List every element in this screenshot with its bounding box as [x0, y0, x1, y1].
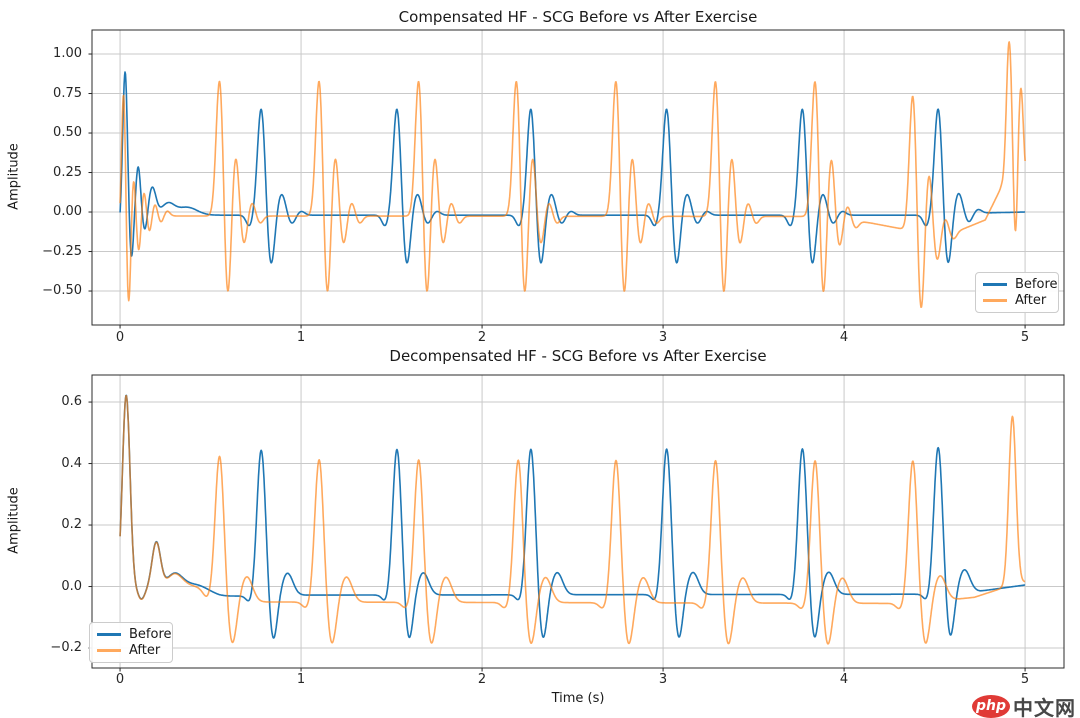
legend-entry-before: Before — [97, 627, 172, 643]
php-logo-badge: php — [972, 695, 1010, 718]
chart2-legend: Before After — [89, 622, 173, 663]
chart1-ytick: 1.00 — [53, 46, 82, 61]
chart2-ytick: −0.2 — [50, 640, 82, 655]
legend-entry-before: Before — [983, 277, 1058, 293]
chart1-title: Compensated HF - SCG Before vs After Exe… — [398, 8, 758, 26]
chart1-ytick: −0.50 — [42, 283, 82, 298]
chart1-y-axis-label: Amplitude — [6, 143, 22, 210]
chart2-xtick: 0 — [115, 672, 125, 687]
legend-label-after: After — [129, 642, 161, 658]
watermark-site-text: 中文网 — [1013, 696, 1076, 718]
after-line-swatch — [97, 648, 121, 652]
x-axis-label: Time (s) — [551, 691, 605, 706]
chart-2 — [88, 374, 1065, 672]
after-line-swatch — [983, 298, 1007, 302]
chart2-xtick: 5 — [1020, 672, 1030, 687]
before-line-swatch — [97, 633, 121, 637]
chart-1 — [88, 29, 1065, 329]
chart2-ytick: 0.6 — [61, 394, 82, 409]
chart2-xtick: 1 — [296, 672, 306, 687]
legend-label-before: Before — [129, 627, 172, 643]
chart1-ytick: 0.75 — [53, 86, 82, 101]
chart2-xtick: 4 — [839, 672, 849, 687]
chart1-xtick: 3 — [658, 330, 668, 345]
chart2-xtick: 3 — [658, 672, 668, 687]
chart2-title: Decompensated HF - SCG Before vs After E… — [389, 347, 767, 365]
chart1-xtick: 2 — [477, 330, 487, 345]
axes-spine — [91, 29, 1065, 326]
before-line-swatch — [983, 283, 1007, 287]
axes-spine — [91, 374, 1065, 669]
after-series-line — [119, 41, 1026, 308]
chart1-xtick: 0 — [115, 330, 125, 345]
chart2-ytick: 0.2 — [61, 517, 82, 532]
legend-label-after: After — [1015, 292, 1047, 308]
chart2-y-axis-label: Amplitude — [6, 487, 22, 554]
chart2-xtick: 2 — [477, 672, 487, 687]
before-series-line — [119, 394, 1026, 639]
chart2-ytick: 0.4 — [61, 456, 82, 471]
chart1-ytick: 0.00 — [53, 204, 82, 219]
legend-entry-after: After — [97, 643, 165, 659]
legend-entry-after: After — [983, 293, 1051, 309]
chart2-ytick: 0.0 — [61, 579, 82, 594]
before-series-line — [119, 71, 1026, 264]
chart1-ytick: 0.50 — [53, 125, 82, 140]
chart1-ytick: −0.25 — [42, 244, 82, 259]
chart1-xtick: 5 — [1020, 330, 1030, 345]
legend-label-before: Before — [1015, 277, 1058, 293]
chart1-ytick: 0.25 — [53, 165, 82, 180]
watermark: php 中文网 — [972, 692, 1076, 718]
chart1-xtick: 4 — [839, 330, 849, 345]
chart1-xtick: 1 — [296, 330, 306, 345]
chart1-legend: Before After — [975, 272, 1059, 313]
after-series-line — [119, 394, 1026, 645]
